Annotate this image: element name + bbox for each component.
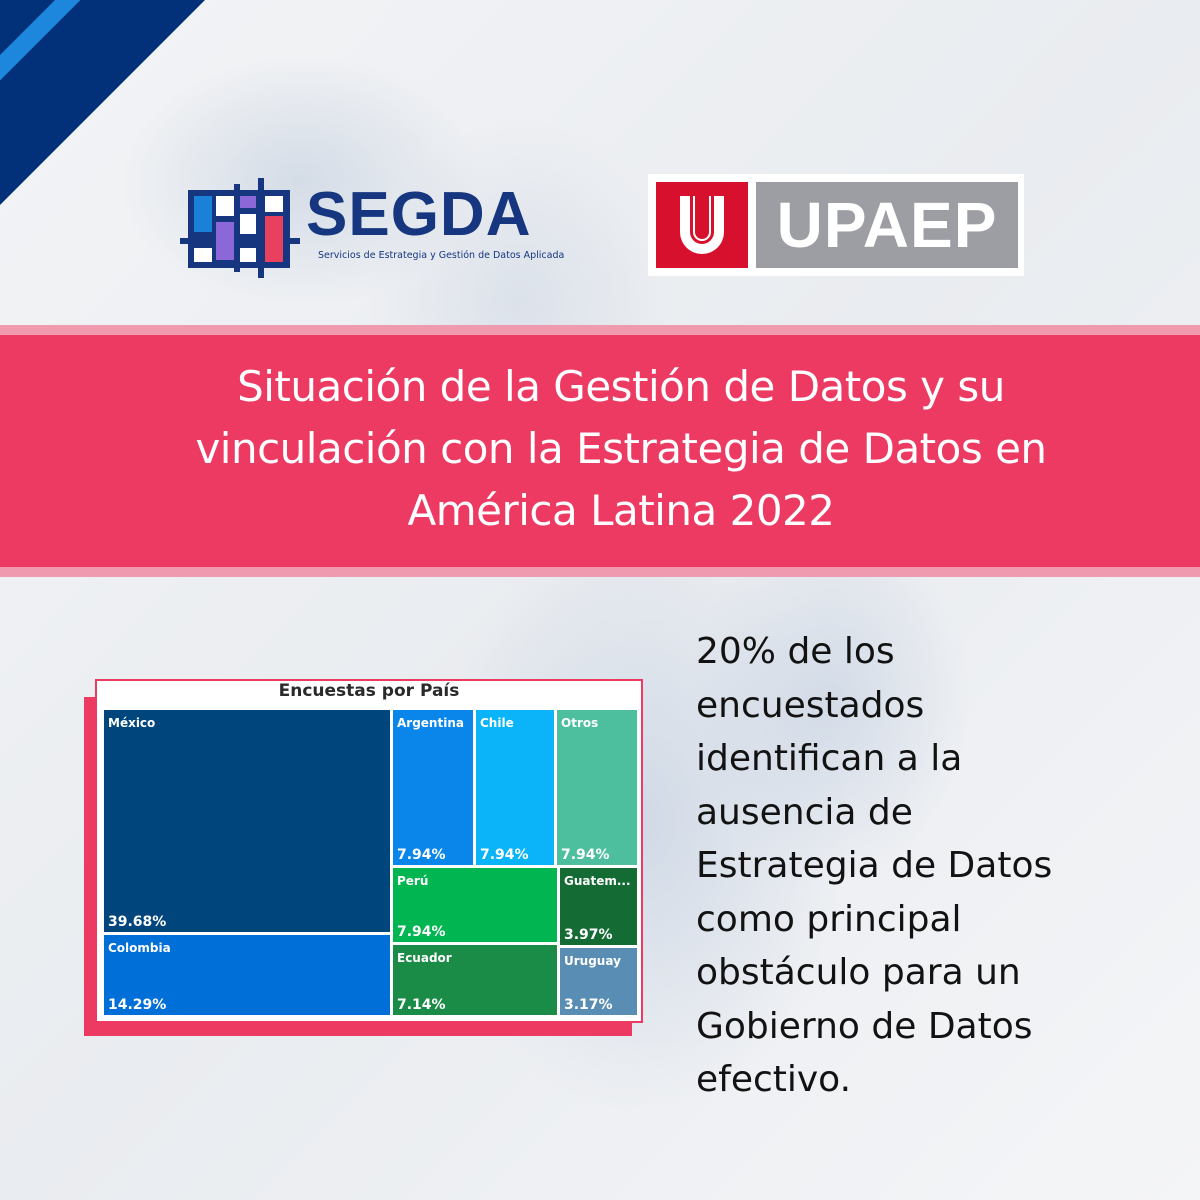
tile-value: 7.14% bbox=[397, 997, 446, 1013]
upaep-logo: UPAEP bbox=[648, 174, 1024, 276]
tile-label: Guatem... bbox=[564, 874, 631, 888]
tile-uruguay: Uruguay 3.17% bbox=[560, 948, 637, 1015]
statement-line: Gobierno de Datos bbox=[696, 1005, 1033, 1047]
banner-edge-bottom bbox=[0, 567, 1200, 577]
statement-line: como principal bbox=[696, 898, 962, 940]
segda-grid-icon bbox=[180, 178, 300, 278]
statement-text: 20% de los encuestados identifican a la … bbox=[696, 625, 1156, 1107]
tile-mexico: México 39.68% bbox=[104, 710, 390, 932]
statement-line: 20% de los bbox=[696, 631, 895, 672]
tile-chile: Chile 7.94% bbox=[476, 710, 554, 865]
upaep-u-icon bbox=[680, 196, 724, 254]
tile-value: 7.94% bbox=[561, 847, 610, 863]
statement-line: obstáculo para un bbox=[696, 952, 1021, 993]
banner-edge-top bbox=[0, 325, 1200, 335]
segda-wordmark: SEGDA bbox=[306, 180, 532, 249]
upaep-wordmark: UPAEP bbox=[776, 189, 998, 261]
tile-otros: Otros 7.94% bbox=[557, 710, 637, 865]
tile-label: Uruguay bbox=[564, 954, 621, 968]
tile-colombia: Colombia 14.29% bbox=[104, 935, 390, 1015]
tile-value: 14.29% bbox=[108, 997, 167, 1013]
chart-title: Encuestas por País bbox=[278, 681, 460, 701]
tile-argentina: Argentina 7.94% bbox=[393, 710, 473, 865]
tile-ecuador: Ecuador 7.14% bbox=[393, 945, 557, 1015]
page-title: Situación de la Gestión de Datos y su vi… bbox=[0, 356, 1200, 542]
tile-value: 3.97% bbox=[564, 927, 613, 943]
title-line-3: América Latina 2022 bbox=[407, 486, 835, 535]
upaep-name-box: UPAEP bbox=[756, 182, 1018, 268]
tile-value: 39.68% bbox=[108, 914, 167, 930]
segda-subtitle: Servicios de Estrategia y Gestión de Dat… bbox=[318, 250, 565, 261]
tile-label: Chile bbox=[480, 716, 514, 730]
statement-line: ausencia de bbox=[696, 791, 913, 833]
tile-label: México bbox=[108, 716, 156, 730]
statement-line: identifican a la bbox=[696, 738, 963, 779]
tile-label: Ecuador bbox=[397, 951, 452, 965]
tile-value: 3.17% bbox=[564, 997, 613, 1013]
tile-peru: Perú 7.94% bbox=[393, 868, 557, 942]
statement-line: efectivo. bbox=[696, 1059, 852, 1100]
tile-guatemala: Guatem... 3.97% bbox=[560, 868, 637, 945]
tile-label: Perú bbox=[397, 874, 429, 888]
segda-logo: SEGDA Servicios de Estrategia y Gestión … bbox=[180, 178, 570, 278]
tile-value: 7.94% bbox=[397, 847, 446, 863]
statement-line: Estrategia de Datos bbox=[696, 845, 1053, 886]
tile-label: Colombia bbox=[108, 941, 171, 955]
tile-label: Argentina bbox=[397, 716, 464, 730]
upaep-u-mark bbox=[656, 182, 748, 268]
tile-value: 7.94% bbox=[397, 924, 446, 940]
title-line-2: vinculación con la Estrategia de Datos e… bbox=[195, 424, 1047, 473]
statement-line: encuestados bbox=[696, 684, 925, 726]
tile-label: Otros bbox=[561, 716, 599, 730]
tile-value: 7.94% bbox=[480, 847, 529, 863]
title-line-1: Situación de la Gestión de Datos y su bbox=[237, 362, 1005, 411]
title-banner bbox=[0, 335, 1200, 567]
